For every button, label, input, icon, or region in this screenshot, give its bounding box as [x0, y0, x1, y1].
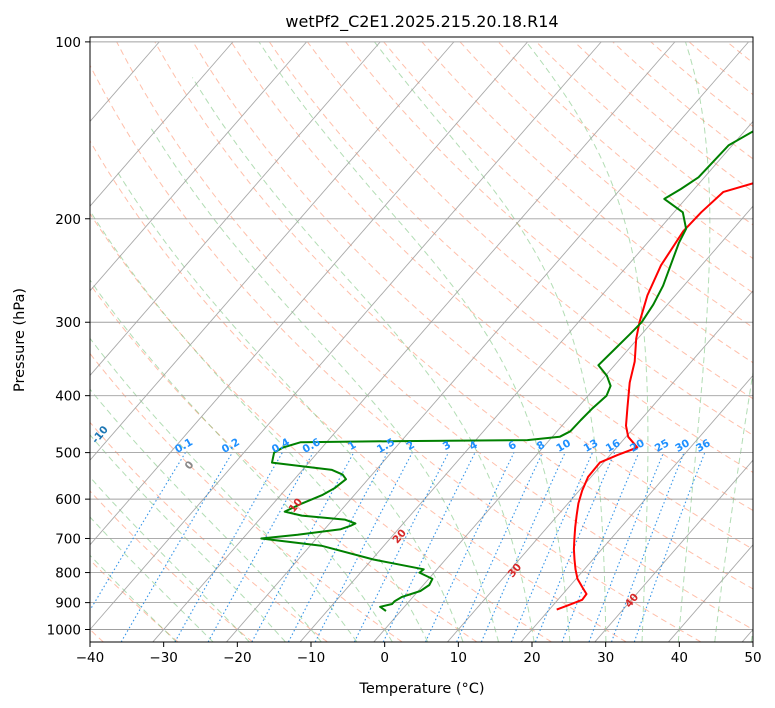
dry-adiabat: [90, 140, 627, 642]
moist-adiabat: [525, 41, 649, 642]
mixing-ratio-line: [456, 452, 543, 642]
moist-adiabat: [191, 77, 535, 642]
mixing-ratio-line: [588, 452, 665, 642]
moist-adiabat: [90, 516, 214, 642]
isotherm: [90, 41, 602, 631]
moist-adiabat: [90, 476, 250, 642]
mixing-ratio-line: [561, 452, 640, 642]
moist-adiabat: [90, 337, 358, 642]
mixing-ratio-line: [174, 452, 283, 642]
isotherm: [90, 41, 381, 377]
x-tick-label: −10: [297, 650, 326, 666]
dry-adiabat: [459, 41, 753, 294]
dry-adiabat: [90, 64, 702, 642]
moist-adiabat: [90, 209, 429, 642]
isotherm: [594, 459, 753, 642]
isotherm: [90, 41, 307, 292]
x-tick-label: 10: [450, 650, 467, 666]
y-tick-label: 200: [55, 212, 81, 228]
moist-adiabat: [714, 369, 753, 642]
isotherm: [90, 41, 234, 207]
moist-adiabat: [90, 554, 177, 642]
moist-adiabat: [115, 169, 464, 642]
x-tick-label: 20: [523, 650, 540, 666]
plot-frame: [89, 36, 754, 643]
mixing-ratio-line: [287, 452, 388, 642]
x-axis-label: Temperature (°C): [358, 681, 484, 697]
mixing-ratio-line: [610, 452, 685, 642]
profile-lines: [260, 130, 753, 612]
y-tick-label: 800: [55, 566, 81, 582]
x-tick-label: 30: [597, 650, 614, 666]
dry-adiabat: [90, 559, 179, 642]
isotherm: [520, 374, 753, 642]
dry-adiabat: [90, 283, 478, 642]
y-axis: 1000 900 800 700 600 500 400 300 200 100: [47, 35, 90, 639]
mixing-ratio-line: [314, 452, 413, 642]
y-tick-label: 1000: [47, 623, 81, 639]
x-tick-label: 50: [744, 650, 761, 666]
y-tick-label: 900: [55, 596, 81, 612]
isotherm: [373, 205, 753, 642]
moist-adiabat: [150, 127, 499, 642]
y-tick-label: 300: [55, 315, 81, 331]
mixing-ratio-line: [534, 452, 616, 642]
y-tick-label: 500: [55, 446, 81, 462]
mixing-ratio-line: [207, 452, 314, 642]
x-tick-label: −20: [223, 650, 252, 666]
x-tick-label: 40: [671, 650, 688, 666]
dewpoint-line: [260, 130, 753, 612]
moist-adiabat: [90, 388, 322, 642]
y-axis-label: Pressure (hPa): [12, 288, 28, 392]
dry-adiabat: [90, 490, 254, 642]
moist-adiabat: [258, 41, 571, 642]
isotherm: [152, 41, 676, 642]
isotherm: [90, 41, 528, 546]
y-tick-label: 100: [55, 35, 81, 51]
y-tick-label: 700: [55, 531, 81, 547]
mixing-ratio-line: [480, 452, 566, 642]
temperature-line: [556, 182, 753, 611]
isotherm: [90, 41, 455, 461]
dry-adiabat: [90, 421, 328, 642]
chart-title: wetPf2_C2E1.2025.215.20.18.R14: [285, 12, 558, 32]
dry-adiabat: [90, 212, 552, 642]
background-lines: [90, 41, 753, 642]
y-tick-label: 600: [55, 492, 81, 508]
dry-adiabat: [154, 41, 753, 590]
moist-adiabat: [677, 41, 711, 642]
isotherm: [447, 290, 753, 642]
x-tick-label: 0: [380, 650, 389, 666]
dry-adiabat: [230, 41, 753, 512]
y-tick-label: 400: [55, 389, 81, 405]
x-axis: −40 −30 −20 −10 0 10 20 30 40 50: [76, 642, 762, 666]
mixing-ratio-line: [510, 452, 594, 642]
mixing-ratio-line: [425, 452, 515, 642]
isotherm: [226, 41, 749, 642]
mixing-ratio-line: [633, 452, 706, 642]
dry-adiabat: [383, 41, 753, 364]
dry-adiabat: [116, 41, 753, 631]
dry-adiabat: [421, 41, 753, 329]
x-tick-label: −40: [76, 650, 105, 666]
x-tick-label: −30: [149, 650, 178, 666]
